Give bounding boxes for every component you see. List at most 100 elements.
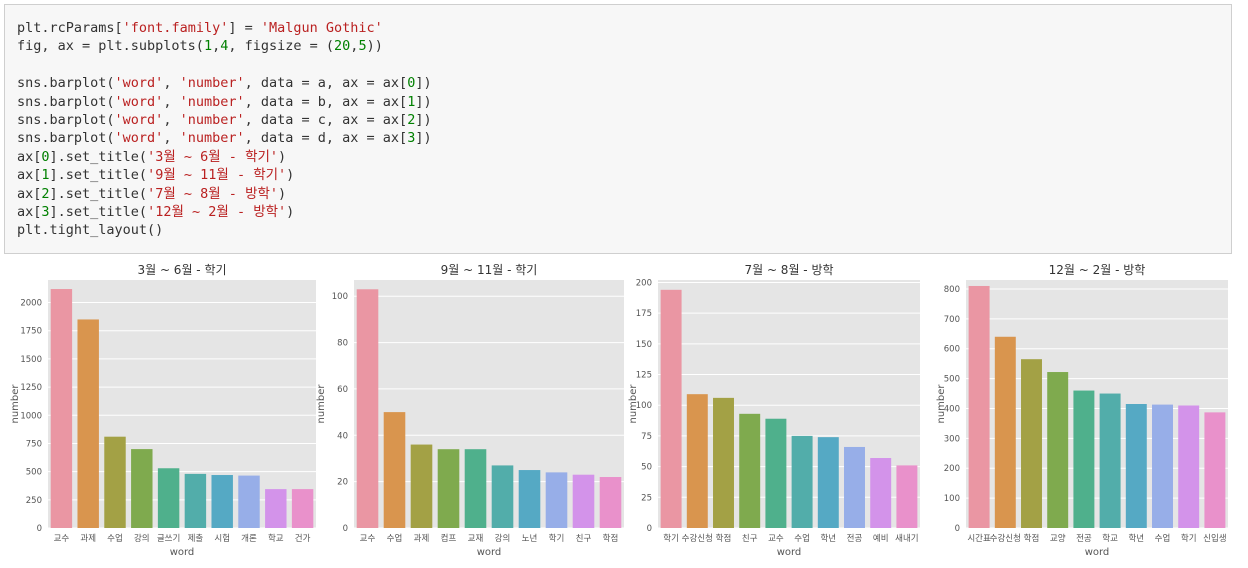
bar [238,475,260,528]
x-tick-label: 건가 [295,533,311,544]
code-number: 1 [41,167,50,184]
code-string: 'number' [179,130,245,147]
y-tick-label: 250 [26,496,42,506]
code-token: , [212,38,221,55]
code-token: fig, ax = plt.subplots( [17,38,204,55]
x-tick-label: 새내기 [895,534,918,544]
code-number: 5 [358,38,367,55]
x-tick-label: 교양 [1050,533,1066,544]
code-number: 2 [407,111,416,128]
y-tick-label: 800 [944,285,960,295]
code-number: 0 [407,75,416,92]
y-tick-label: 600 [944,345,960,355]
code-number: 2 [41,185,50,202]
code-line: fig, ax = plt.subplots(1,4, figsize = (2… [17,37,432,55]
code-token: , [163,130,180,147]
code-token: ] = [228,20,261,36]
x-tick-label: 학교 [1102,533,1118,544]
code-string: 'word' [114,75,164,92]
code-token: plt.tight_layout() [17,222,164,239]
code-token: , [163,93,180,110]
x-tick-label: 컴프 [441,533,457,544]
bar-chart-2: 0 20 40 60 80 100 교수 수업 과제 컴프 교재 강의 노년 학기 친구 학점 9월 ~ 11월… [316,263,624,558]
bar [131,449,153,528]
code-token: , [350,38,359,55]
y-tick-label: 25 [641,493,652,503]
bar-chart-1: 0 250 500 750 1000 1250 1500 1750 2000 교수 과제 수업 강의 글쓰… [10,263,316,558]
x-tick-label: 학기 [549,533,565,544]
y-tick-label: 2000 [20,299,42,309]
bar [1152,404,1173,528]
x-axis-label: word [170,547,195,558]
bar [291,489,314,528]
code-token: sns.barplot( [17,75,115,92]
code-string: 'number' [179,93,245,110]
bar [1125,404,1147,528]
chart-title: 9월 ~ 11월 - 학기 [441,263,538,277]
code-cell[interactable]: plt.rcParams['font.family'] = 'Malgun Go… [4,4,1232,254]
code-line: sns.barplot('word', 'number', data = b, … [17,93,432,111]
x-tick-label: 과제 [414,534,430,544]
x-tick-label: 수강신청 [990,533,1021,544]
x-tick-label: 학기 [663,533,679,544]
code-token: , data = b, ax = ax[ [244,93,408,110]
code-token: , [163,75,180,92]
bar [518,470,541,528]
code-string: 'word' [114,130,164,147]
y-tick-label: 20 [337,478,348,488]
y-tick-label: 200 [636,278,652,288]
y-tick-label: 0 [647,524,652,534]
bar [739,413,761,528]
x-tick-label: 개론 [241,533,257,544]
bar [410,444,433,528]
y-tick-label: 200 [944,464,960,474]
code-token: ].set_title( [49,148,148,165]
code-block[interactable]: plt.rcParams['font.family'] = 'Malgun Go… [17,19,432,240]
code-token: ax[ [17,185,42,202]
x-tick-label: 예비 [873,533,889,544]
x-tick-label: 학년 [1128,533,1144,544]
y-tick-label: 100 [636,401,652,411]
x-tick-label: 학교 [268,533,284,544]
x-tick-label: 강의 [134,533,150,544]
x-tick-label: 수업 [1155,534,1171,544]
y-tick-label: 40 [337,431,348,441]
x-tick-label: 시간표 [967,533,991,544]
code-token: sns.barplot( [17,111,115,128]
y-tick-label: 300 [944,434,960,444]
code-token: , figsize = ( [228,38,335,55]
x-tick-label: 수업 [107,534,123,544]
bar [599,477,622,528]
x-tick-label: 시험 [214,534,230,544]
code-string: 'font.family' [122,20,229,36]
bar [545,472,568,528]
bar [765,418,787,528]
code-string: 'number' [179,111,245,128]
code-token: , data = c, ax = ax[ [244,111,408,128]
x-tick-label: 학점 [716,533,732,544]
code-token: ax[ [17,203,42,220]
x-tick-label: 강의 [495,533,511,544]
code-token: ].set_title( [49,167,148,184]
y-tick-label: 100 [332,292,348,302]
bar [817,437,839,528]
bar [686,394,708,528]
x-tick-label: 글쓰기 [157,534,180,544]
code-token: , [163,111,180,128]
y-tick-label: 75 [641,432,652,442]
code-token: , data = d, ax = ax[ [244,130,408,147]
code-number: 20 [334,38,351,55]
x-tick-label: 수업 [387,534,403,544]
code-token: ) [286,203,295,220]
bar [1178,405,1200,528]
x-tick-label: 학기 [1181,533,1197,544]
x-tick-label: 수업 [794,534,810,544]
code-string: 'word' [114,93,164,110]
output-area: 0 250 500 750 1000 1250 1500 1750 2000 교수 과제 수업 강의 글쓰… [0,258,1248,568]
bar [791,435,813,528]
y-tick-label: 500 [944,375,960,385]
code-line: ax[0].set_title('3월 ~ 6월 - 학기') [17,148,432,166]
y-tick-label: 500 [26,468,42,478]
bar [896,465,918,528]
